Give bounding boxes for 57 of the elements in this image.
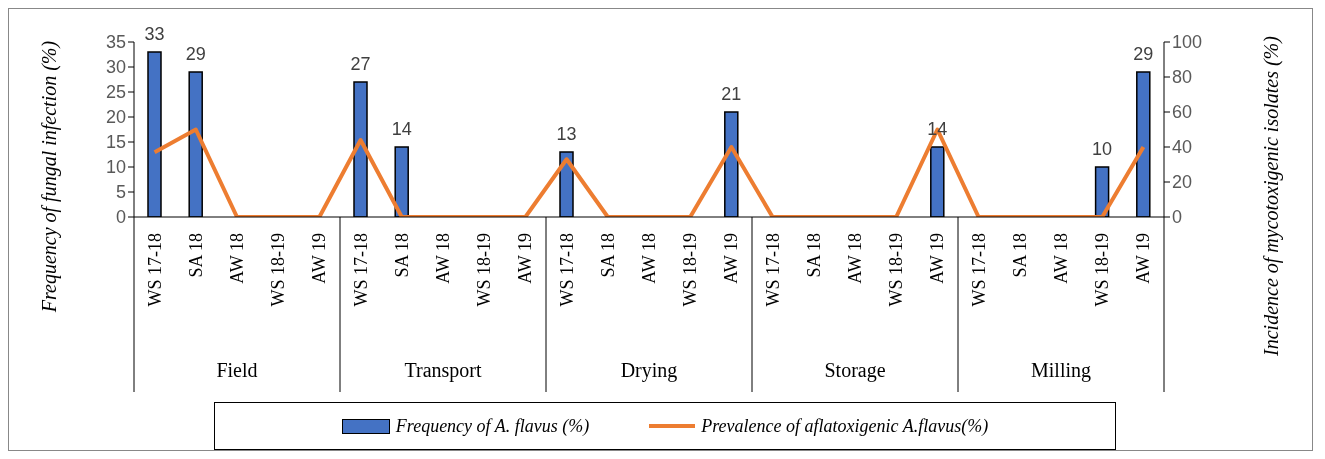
x-tick-label: WS 17-18 — [762, 233, 783, 307]
data-label: 29 — [1133, 44, 1154, 64]
x-tick-label: AW 19 — [515, 233, 536, 284]
y-axis-title: Frequency of fungal infection (%) — [37, 39, 61, 315]
x-tick-label: AW 18 — [227, 233, 247, 284]
y2-tick-label: 20 — [1172, 172, 1193, 193]
text: Transport — [404, 359, 482, 382]
y-tick-label: 5 — [115, 182, 126, 203]
y2-tick-label: 100 — [1172, 32, 1203, 53]
x-tick-label: SA 18 — [1009, 233, 1030, 278]
text: Drying — [620, 359, 678, 382]
x-tick-label: AW 19 — [927, 233, 948, 284]
x-tick-label: AW 18 — [639, 233, 659, 284]
x-tick-label: WS 18-19 — [886, 233, 907, 307]
x-tick-label: AW 19 — [1133, 233, 1154, 284]
data-label: 21 — [721, 84, 742, 104]
x-tick-label: WS 17-18 — [350, 233, 371, 307]
data-label: 14 — [391, 119, 412, 139]
data-label: 14 — [927, 119, 948, 139]
x-tick-label: WS 18-19 — [680, 233, 701, 307]
text: Field — [216, 359, 258, 381]
y-tick-label: 35 — [105, 32, 126, 53]
data-label: 29 — [185, 44, 206, 64]
x-tick-label: AW 19 — [721, 233, 742, 284]
y2-tick-label: 80 — [1172, 67, 1193, 88]
x-tick-label: WS 17-18 — [968, 233, 989, 307]
x-tick-label: SA 18 — [185, 233, 206, 278]
y2-axis-title: Incidence of mycotoxigenic isolates (%) — [1259, 35, 1284, 358]
x-tick-label: WS 17-18 — [144, 233, 165, 307]
x-tick-label: AW 19 — [309, 233, 330, 284]
data-label: 13 — [556, 124, 577, 144]
x-tick-label: WS 18-19 — [1092, 233, 1113, 307]
y2-tick-label: 0 — [1172, 207, 1183, 228]
data-label: 27 — [350, 54, 371, 74]
legend-label: Prevalence of aflatoxigenic A.flavus(%) — [701, 415, 989, 437]
y-tick-label: 30 — [105, 57, 126, 78]
data-label: 33 — [144, 24, 165, 44]
y2-tick-label: 40 — [1172, 137, 1193, 158]
x-tick-label: AW 18 — [433, 233, 453, 284]
data-label: 10 — [1092, 139, 1113, 159]
y2-tick-label: 60 — [1172, 102, 1193, 123]
y-tick-label: 25 — [105, 82, 126, 103]
x-tick-label: SA 18 — [391, 233, 412, 278]
x-tick-label: AW 18 — [1051, 233, 1071, 284]
y-tick-label: 0 — [115, 207, 126, 228]
y-tick-label: 20 — [105, 107, 126, 128]
text: Milling — [1030, 359, 1092, 382]
x-tick-label: WS 18-19 — [474, 233, 495, 307]
x-tick-label: AW 18 — [845, 233, 865, 284]
y-tick-label: 15 — [105, 132, 126, 153]
y-tick-label: 10 — [105, 157, 126, 178]
x-tick-label: WS 18-19 — [268, 233, 289, 307]
x-tick-label: SA 18 — [803, 233, 824, 278]
legend-label: Frequency of A. flavus (%) — [395, 415, 590, 437]
x-tick-label: WS 17-18 — [556, 233, 577, 307]
text: Storage — [824, 359, 886, 382]
x-tick-label: SA 18 — [597, 233, 618, 278]
